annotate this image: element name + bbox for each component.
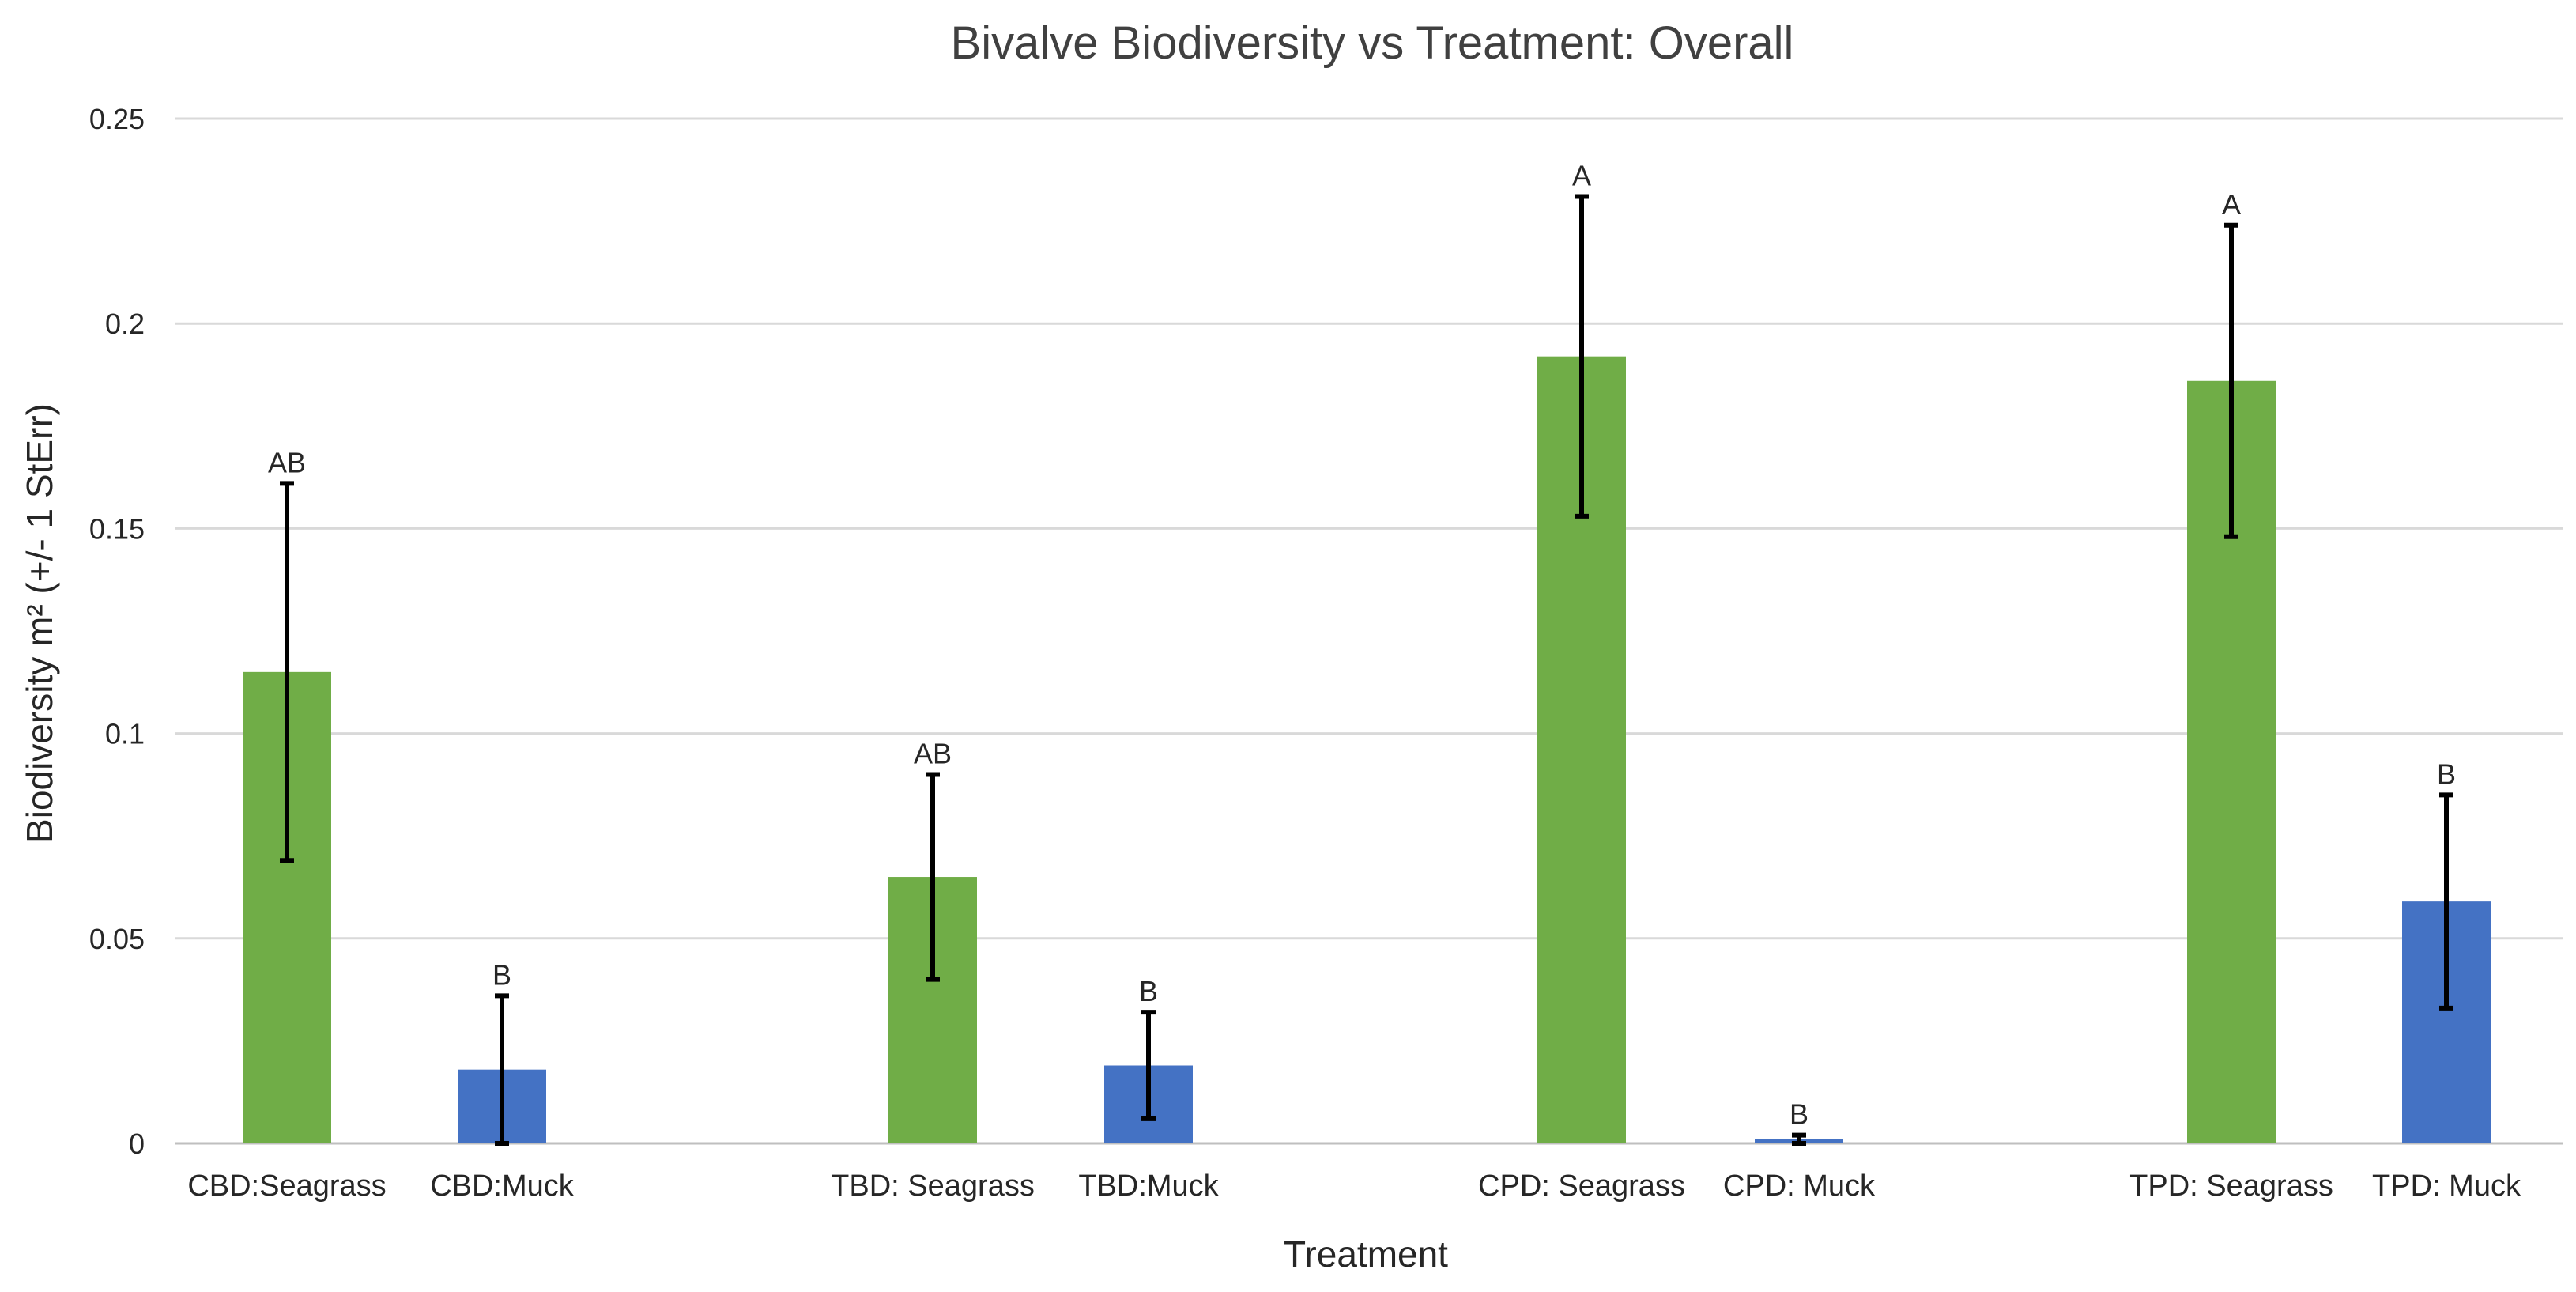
- significance-label: B: [2437, 757, 2456, 790]
- error-bar: [2439, 792, 2453, 1011]
- error-bar: [1792, 1132, 1806, 1146]
- significance-label: AB: [268, 446, 306, 478]
- gridlines: [175, 117, 2563, 1145]
- y-axis-ticks: 0 0.05 0.1 0.15 0.2 0.25: [89, 103, 145, 1160]
- significance-label: A: [2222, 188, 2241, 221]
- y-tick-label: 0: [129, 1128, 145, 1160]
- y-axis-label: Biodiversity m² (+/- 1 StErr): [19, 403, 60, 843]
- x-category-label: CBD:Muck: [430, 1169, 575, 1203]
- y-tick-label: 0.2: [105, 308, 145, 340]
- x-axis-label: Treatment: [1284, 1233, 1448, 1275]
- significance-label: AB: [914, 737, 952, 769]
- x-category-label: TPD: Seagrass: [2129, 1169, 2333, 1203]
- y-tick-label: 0.25: [89, 103, 145, 135]
- error-bar: [495, 993, 509, 1146]
- significance-label: A: [1572, 159, 1591, 191]
- error-bar: [1575, 194, 1589, 519]
- x-category-label: TBD: Seagrass: [831, 1169, 1035, 1203]
- x-category-label: CBD:Seagrass: [187, 1169, 386, 1203]
- x-category-label: CPD: Muck: [1723, 1169, 1876, 1203]
- x-category-label: CPD: Seagrass: [1478, 1169, 1685, 1203]
- x-category-label: TBD:Muck: [1078, 1169, 1219, 1203]
- error-bars: [280, 194, 2453, 1146]
- error-bar: [1141, 1010, 1156, 1121]
- x-category-label: TPD: Muck: [2372, 1169, 2521, 1203]
- y-tick-label: 0.05: [89, 923, 145, 955]
- y-tick-label: 0.1: [105, 718, 145, 750]
- error-bar: [926, 772, 940, 982]
- significance-label: B: [1790, 1098, 1808, 1131]
- y-tick-label: 0.15: [89, 512, 145, 545]
- bars: [243, 356, 2491, 1143]
- chart-title: Bivalve Biodiversity vs Treatment: Overa…: [951, 17, 1794, 69]
- error-bar: [280, 481, 294, 863]
- error-bar: [2224, 222, 2238, 539]
- significance-label: B: [492, 958, 511, 991]
- significance-label: B: [1139, 975, 1158, 1007]
- x-axis-category-labels: CBD:Seagrass CBD:Muck TBD: Seagrass TBD:Muc…: [187, 1169, 2521, 1203]
